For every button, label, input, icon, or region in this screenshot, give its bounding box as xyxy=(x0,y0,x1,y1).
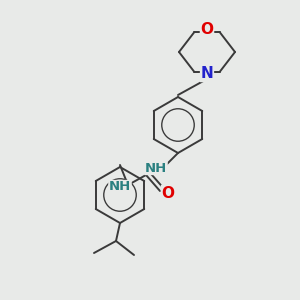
Text: NH: NH xyxy=(109,181,131,194)
Text: O: O xyxy=(200,22,214,38)
Text: NH: NH xyxy=(145,161,167,175)
Text: N: N xyxy=(201,67,213,82)
Text: O: O xyxy=(161,185,175,200)
